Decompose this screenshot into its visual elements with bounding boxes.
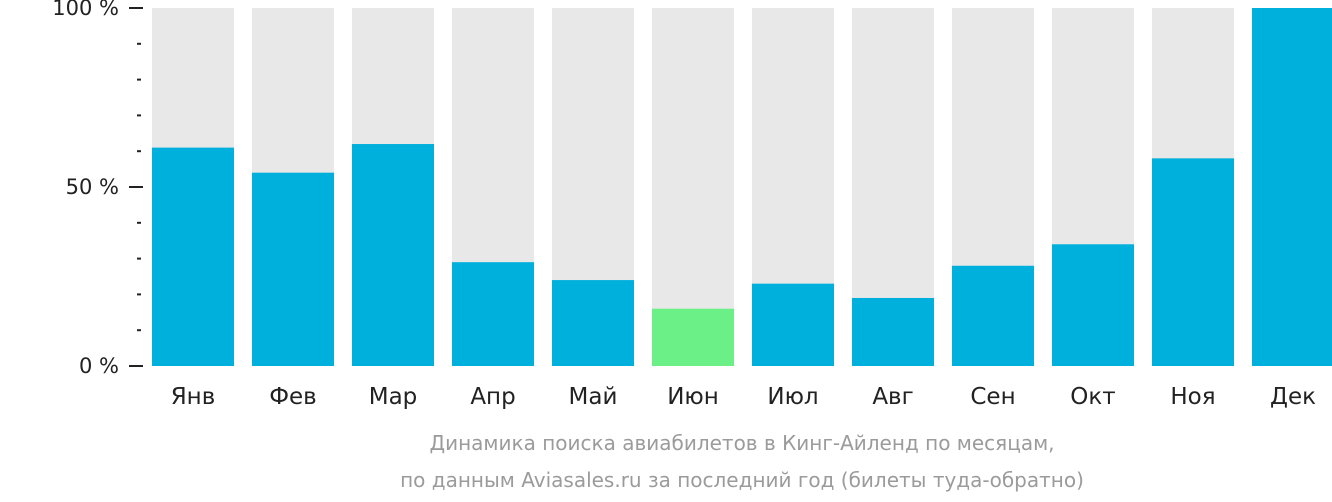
bar-11 xyxy=(1152,158,1234,366)
bar-2 xyxy=(252,172,334,366)
bar-4 xyxy=(452,262,534,366)
x-tick-label: Июл xyxy=(767,384,818,410)
x-tick-label: Мар xyxy=(369,384,418,410)
chart-caption-line-2: по данным Aviasales.ru за последний год … xyxy=(400,468,1084,492)
x-tick-label: Янв xyxy=(171,384,216,410)
x-tick-label: Ноя xyxy=(1170,384,1215,410)
x-tick-label: Апр xyxy=(470,384,515,410)
y-tick-label: 50 % xyxy=(66,175,119,199)
bar-10 xyxy=(1052,244,1134,366)
x-tick-label: Окт xyxy=(1070,384,1115,410)
bar-9 xyxy=(952,265,1034,366)
bar-8 xyxy=(852,297,934,366)
bar-track xyxy=(652,8,734,366)
bar-5 xyxy=(552,280,634,366)
x-tick-label: Авг xyxy=(872,384,913,410)
x-tick-label: Фев xyxy=(269,384,317,410)
bar-chart: 0 % 50 % 100 % Янв Фев Мар Апр Май Июн Июл Авг Сен О… xyxy=(52,0,1332,410)
bar-6 xyxy=(652,308,734,366)
y-tick-label: 0 % xyxy=(79,354,119,378)
x-tick-label: Июн xyxy=(667,384,719,410)
chart-caption-line-1: Динамика поиска авиабилетов в Кинг-Айлен… xyxy=(429,431,1055,455)
bar-12 xyxy=(1252,8,1332,366)
x-tick-label: Май xyxy=(569,384,618,410)
y-tick-label: 100 % xyxy=(52,0,119,20)
x-tick-label: Сен xyxy=(970,384,1015,410)
bar-1 xyxy=(152,147,234,366)
bar-7 xyxy=(752,283,834,366)
x-tick-label: Дек xyxy=(1270,384,1316,410)
bar-3 xyxy=(352,144,434,366)
